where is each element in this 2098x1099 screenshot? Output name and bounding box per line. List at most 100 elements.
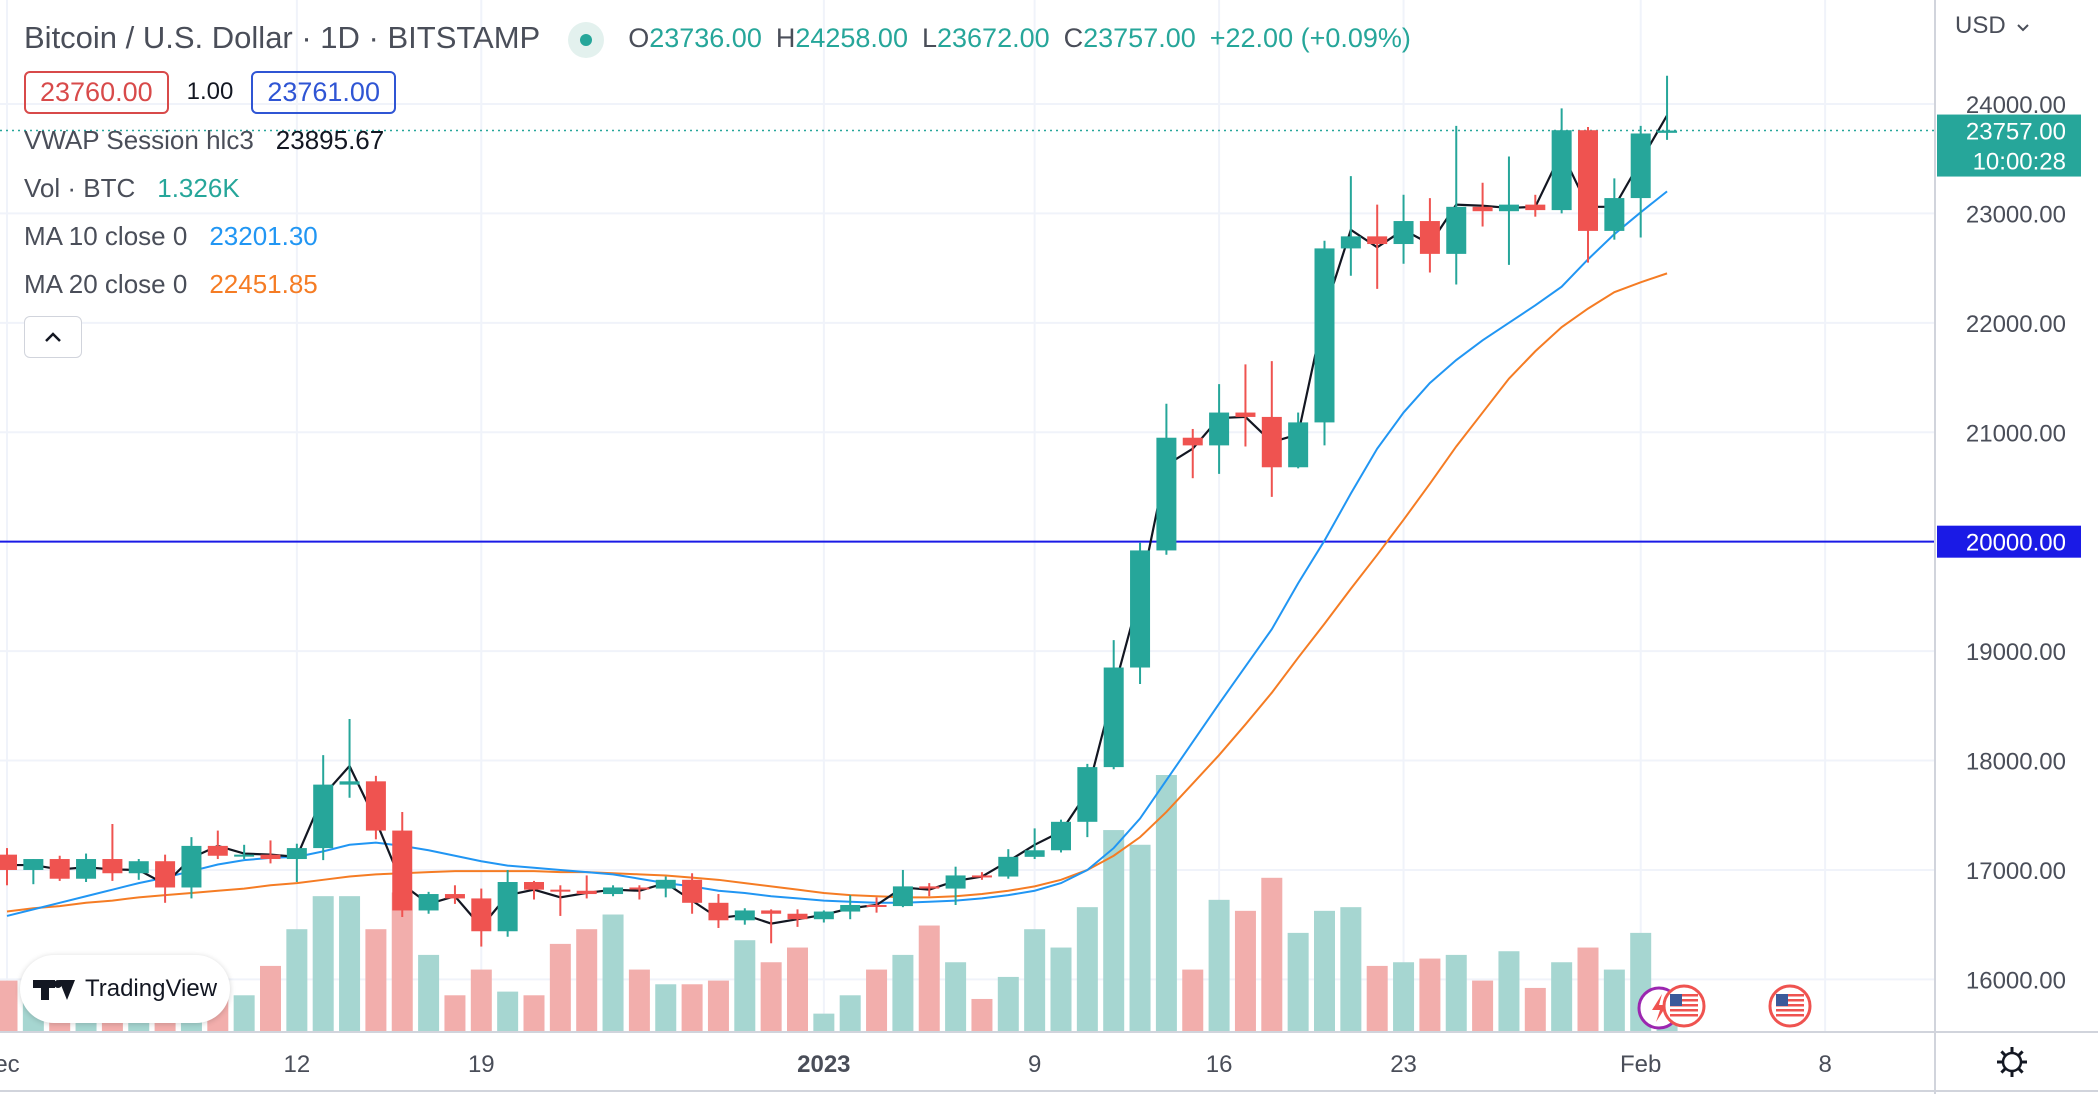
- indicator-volume[interactable]: Vol · BTC 1.326K: [24, 164, 1411, 212]
- candle: [813, 910, 834, 923]
- candle-body: [655, 879, 676, 889]
- volume-bar: [1419, 958, 1441, 1032]
- price-tick-label: 22000.00: [1966, 311, 2066, 338]
- candle-body: [392, 830, 413, 911]
- candle-body: [1156, 437, 1177, 551]
- candle-body: [102, 859, 123, 874]
- candle-body: [734, 910, 755, 921]
- candle: [892, 869, 913, 908]
- candle: [1551, 108, 1572, 214]
- lightning-bolt: [1652, 994, 1667, 1022]
- candle-body: [1024, 850, 1045, 857]
- currency-selector[interactable]: USD: [1955, 12, 2030, 40]
- volume-bar: [444, 995, 466, 1032]
- candle: [734, 908, 755, 925]
- volume-bar: [1314, 910, 1335, 1032]
- volume-bar: [918, 925, 940, 1032]
- economic-event-us-flag-icon[interactable]: [1662, 984, 1706, 1028]
- sell-button[interactable]: 23760.00: [24, 70, 169, 114]
- volume-bar: [1551, 962, 1573, 1032]
- candle-body: [207, 845, 228, 856]
- volume-bar: [1129, 844, 1151, 1032]
- candle-body: [155, 861, 176, 888]
- volume-bar: [1234, 910, 1256, 1032]
- buy-button[interactable]: 23761.00: [251, 70, 396, 114]
- candle-body: [866, 904, 887, 907]
- candle-body: [1314, 248, 1335, 423]
- indicator-ma10[interactable]: MA 10 close 0 23201.30: [24, 212, 1411, 260]
- candle-body: [1288, 422, 1309, 468]
- flag-stripe: [1670, 1014, 1698, 1017]
- candle-body: [1235, 412, 1256, 417]
- volume-bar: [1524, 987, 1546, 1032]
- candle: [1419, 198, 1440, 273]
- candle: [1578, 126, 1598, 263]
- candle: [392, 811, 413, 918]
- candle: [919, 883, 940, 897]
- candle-body: [919, 886, 940, 889]
- gear-icon[interactable]: [1997, 1047, 2027, 1077]
- volume-bars: [0, 775, 1678, 1032]
- candle: [550, 885, 571, 916]
- candle: [23, 859, 44, 885]
- vwap-line: [7, 114, 1669, 929]
- candle-body: [1498, 204, 1519, 212]
- candle: [1288, 412, 1309, 469]
- indicator-ma20[interactable]: MA 20 close 0 22451.85: [24, 260, 1411, 308]
- candle-body: [1551, 130, 1572, 211]
- candle: [866, 897, 887, 913]
- candle-body: [682, 879, 703, 903]
- candle: [1314, 240, 1335, 446]
- candle-body: [497, 882, 518, 932]
- time-tick-label: 9: [1028, 1051, 1041, 1078]
- volume-bar: [233, 995, 255, 1032]
- price-tick-label: 18000.00: [1966, 749, 2066, 776]
- candle: [1446, 125, 1467, 285]
- candle-body: [128, 861, 149, 874]
- indicator-vwap[interactable]: VWAP Session hlc3 23895.67: [24, 116, 1411, 164]
- candle-body: [1604, 198, 1625, 231]
- candle-body: [444, 894, 465, 899]
- candle: [1261, 361, 1282, 497]
- candle-body: [1209, 412, 1230, 446]
- candle: [207, 830, 228, 860]
- candle: [708, 894, 729, 928]
- volume-bar: [1340, 907, 1362, 1032]
- flag-stripe: [1776, 1014, 1804, 1017]
- candle: [0, 848, 17, 886]
- candle: [1077, 763, 1098, 838]
- candle: [682, 873, 703, 914]
- candle-body: [418, 894, 439, 911]
- candle: [1525, 194, 1546, 217]
- candle: [971, 872, 992, 880]
- volume-bar: [1472, 980, 1494, 1032]
- tradingview-logo-icon: [32, 978, 75, 1000]
- candle-body: [1525, 204, 1546, 211]
- tradingview-logo[interactable]: TradingView: [20, 955, 230, 1023]
- volume-bar: [339, 896, 361, 1032]
- volume-bar: [260, 965, 281, 1032]
- economic-event-us-flag-icon-2[interactable]: [1768, 984, 1812, 1028]
- last-price-badge-bg: [1937, 114, 2081, 177]
- time-tick-label: 23: [1390, 1051, 1417, 1078]
- market-status-icon[interactable]: [568, 22, 605, 58]
- flag-stripe: [1776, 999, 1804, 1002]
- price-tick-label: 23000.00: [1966, 201, 2066, 228]
- candle: [787, 909, 808, 927]
- candle: [1130, 542, 1151, 684]
- volume-bar: [576, 929, 598, 1032]
- candle: [49, 855, 70, 881]
- collapse-legend-button[interactable]: [24, 316, 82, 358]
- flag-canton: [1776, 994, 1788, 1006]
- symbol-title[interactable]: Bitcoin / U.S. Dollar · 1D · BITSTAMP: [24, 20, 541, 55]
- chevron-up-icon: [45, 332, 61, 342]
- candle-body: [0, 854, 17, 870]
- volume-bar: [628, 969, 650, 1032]
- price-change: +22.00 (+0.09%): [1209, 22, 1411, 53]
- flag-canton: [1670, 994, 1682, 1006]
- volume-bar: [1261, 877, 1283, 1032]
- candle: [497, 869, 518, 937]
- indicator-vwap-name: VWAP Session hlc3: [24, 124, 254, 155]
